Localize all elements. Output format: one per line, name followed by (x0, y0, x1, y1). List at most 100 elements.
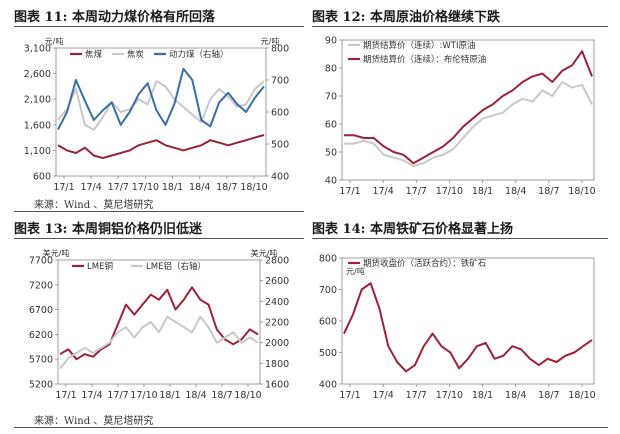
plot-frame (55, 47, 267, 177)
series-line-0 (343, 282, 593, 373)
y-tick-label: 5200 (29, 380, 53, 391)
y-unit: 元/吨 (346, 266, 365, 276)
chart-panel-copper-aluminum: 图表 13: 本周铜铝价格仍旧低迷 7700 7200 6700 6200 5700 52… (14, 218, 304, 408)
x-tick-label: 17/4 (372, 390, 393, 401)
y-right-tick-label: 1600 (265, 380, 289, 391)
y-tick-label: 90 (325, 36, 337, 47)
title-divider (312, 238, 608, 239)
y-tick-label: 7700 (29, 256, 53, 267)
series-line-1 (59, 315, 259, 370)
y-tick-label: 6200 (29, 330, 53, 341)
title-divider (312, 26, 608, 27)
x-tick-label: 17/7 (406, 186, 427, 197)
x-tick-label: 17/4 (80, 182, 101, 193)
series-line-2 (57, 67, 265, 131)
y-left-unit: 美元/吨 (43, 248, 70, 258)
chart-title: 图表 14: 本周铁矿石价格显著上扬 (312, 222, 513, 237)
x-tick-label: 17/1 (53, 182, 74, 193)
y-right-tick-label: 600 (271, 108, 289, 119)
x-tick-label: 17/4 (372, 186, 393, 197)
x-tick-label: 18/4 (505, 186, 526, 197)
legend-label: 焦炭 (127, 49, 145, 60)
y-right-tick-label: 400 (271, 172, 289, 183)
y-right-unit: 美元/吨 (251, 248, 278, 258)
x-tick-label: 18/4 (189, 182, 210, 193)
y-right-tick-label: 500 (271, 140, 289, 151)
chart-panel-iron-ore: 图表 14: 本周铁矿石价格显著上扬 800 700 600 500 400 元/吨 17/… (312, 218, 608, 408)
chart-title: 图表 12: 本周原油价格继续下跌 (312, 10, 500, 25)
y-tick-label: 600 (319, 317, 337, 328)
x-tick-label: 17/4 (81, 390, 102, 401)
plot-frame (341, 257, 595, 385)
y-tick-label: 60 (325, 120, 337, 131)
y-right-tick-label: 2800 (265, 256, 289, 267)
y-tick-label: 40 (325, 176, 337, 187)
copper-aluminum-chart: 7700 7200 6700 6200 5700 5200 2800 2600 2400 2200… (29, 248, 289, 401)
x-tick-label: 18/7 (216, 182, 237, 193)
x-tick-label: 17/10 (132, 182, 159, 193)
y-right-tick-label: 800 (271, 44, 289, 55)
y-tick-label: 1,600 (24, 120, 51, 131)
iron-ore-chart: 800 700 600 500 400 元/吨 17/1 17/4 17/7 17/10 18/1 1… (319, 254, 596, 402)
x-tick-label: 18/4 (505, 390, 526, 401)
legend-label: 期货结算价（连续）：布伦特原油 (363, 54, 486, 65)
x-tick-label: 18/7 (211, 390, 232, 401)
y-right-tick-label: 2000 (265, 338, 289, 349)
series-line-1 (344, 50, 593, 165)
x-tick-label: 18/10 (568, 186, 595, 197)
y-tick-label: 3,100 (24, 44, 51, 55)
legend-label: LME铜 (87, 261, 113, 272)
x-tick-label: 18/10 (234, 390, 261, 401)
source-divider (14, 427, 608, 428)
series-line-0 (59, 286, 259, 361)
source-note: 来源：Wind 、莫尼塔研究 (34, 200, 154, 211)
legend-label: LME铝（右轴） (146, 261, 206, 272)
x-tick-label: 18/7 (538, 390, 559, 401)
x-tick-label: 18/1 (472, 390, 493, 401)
source-note: 来源：Wind 、莫尼塔研究 (34, 416, 154, 427)
y-tick-label: 5700 (29, 355, 53, 366)
y-right-unit: 元/吨 (261, 36, 280, 46)
x-tick-label: 17/7 (107, 390, 128, 401)
coal-price-chart: 3,100 2,600 2,100 1,600 1,100 600 800 700 600 500… (24, 36, 289, 193)
y-tick-label: 6700 (29, 305, 53, 316)
x-tick-label: 17/7 (406, 390, 427, 401)
legend-label: 期货结算价（连续）:WTI原油 (363, 40, 475, 51)
x-tick-label: 17/1 (339, 186, 360, 197)
legend-label: 焦煤 (85, 49, 103, 60)
chart-panel-oil: 图表 12: 本周原油价格继续下跌 90 80 70 60 50 40 17/1 17/4 17… (312, 6, 608, 206)
series-line-1 (57, 80, 265, 131)
y-right-tick-label: 2200 (265, 318, 289, 329)
x-tick-label: 18/1 (162, 182, 183, 193)
y-tick-label: 400 (319, 380, 337, 391)
y-tick-label: 700 (319, 285, 337, 296)
y-tick-label: 2,600 (24, 69, 51, 80)
y-tick-label: 80 (325, 64, 337, 75)
title-divider (14, 238, 304, 239)
x-tick-label: 18/1 (159, 390, 180, 401)
x-tick-label: 17/7 (108, 182, 129, 193)
legend-label: 期货收盘价（活跃合约）：铁矿石 (363, 258, 486, 269)
y-tick-label: 600 (33, 172, 51, 183)
y-tick-label: 1,100 (24, 146, 51, 157)
y-tick-label: 500 (319, 348, 337, 359)
y-right-tick-label: 1800 (265, 359, 289, 370)
plot-frame (341, 39, 595, 181)
y-left-unit: 元/吨 (45, 36, 64, 46)
title-divider (14, 26, 304, 27)
chart-panel-coal: 图表 11: 本周动力煤价格有所回落 3,100 2,600 2,100 1,600 1… (14, 6, 304, 206)
x-tick-label: 18/1 (472, 186, 493, 197)
x-tick-label: 17/1 (55, 390, 76, 401)
x-tick-label: 18/10 (240, 182, 267, 193)
x-tick-label: 18/4 (185, 390, 206, 401)
x-tick-label: 18/10 (568, 390, 595, 401)
y-tick-label: 2,100 (24, 95, 51, 106)
y-right-tick-label: 700 (271, 76, 289, 87)
y-right-tick-label: 2400 (265, 297, 289, 308)
series-line-0 (57, 134, 265, 160)
series-line-0 (344, 81, 593, 167)
y-tick-label: 7200 (29, 280, 53, 291)
chart-title: 图表 11: 本周动力煤价格有所回落 (14, 10, 215, 25)
x-tick-label: 17/10 (436, 186, 463, 197)
